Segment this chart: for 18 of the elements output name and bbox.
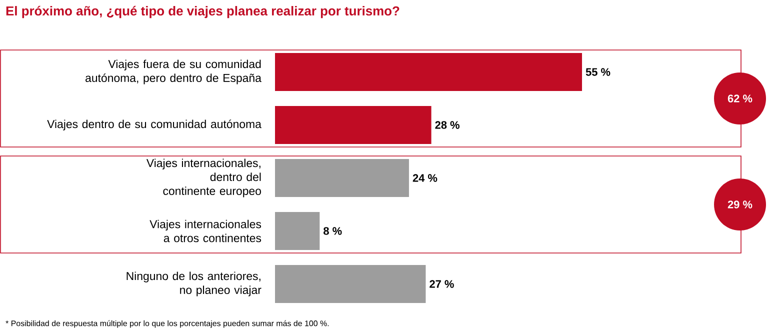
text: 29 % <box>728 200 752 208</box>
y-tick-label: Viajes internacionales, dentro del continente europeo <box>146 158 261 198</box>
bar <box>275 159 409 198</box>
data-label: 8 % <box>324 227 342 235</box>
bar <box>275 265 426 304</box>
bar <box>275 53 582 92</box>
y-tick-label: Ninguno de los anteriores, no planeo viajar <box>126 272 262 296</box>
chart-title: El próximo año, ¿qué tipo de viajes planea realizar por turismo? <box>6 6 400 18</box>
y-tick-label: Viajes internacionales a otros continentes <box>150 220 262 242</box>
bar <box>275 106 432 144</box>
bar <box>275 212 320 250</box>
data-label: 28 % <box>435 121 460 129</box>
data-label: 55 % <box>586 68 610 76</box>
data-label: 27 % <box>430 280 454 288</box>
y-tick-label: Viajes fuera de su comunidad autónoma, pero dentro de España <box>86 60 262 84</box>
data-label: 24 % <box>412 174 438 182</box>
text: 62 % <box>728 94 752 102</box>
y-tick-label: Viajes dentro de su comunidad autónoma <box>47 120 262 130</box>
